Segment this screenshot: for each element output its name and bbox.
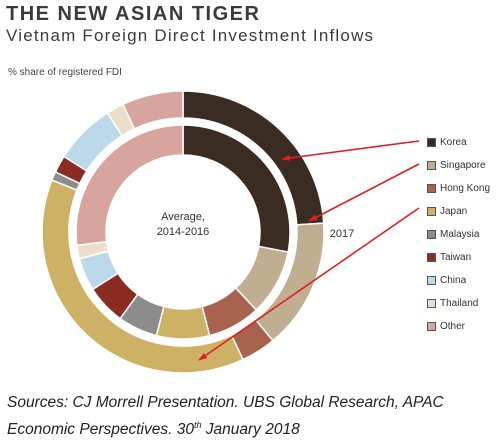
inner-slice-japan <box>155 305 211 340</box>
source-line-2-pre: Economic Perspectives. 30 <box>7 421 194 439</box>
legend-item-taiwan: Taiwan <box>427 249 471 265</box>
legend-label: Japan <box>440 205 468 217</box>
inner-slice-other <box>75 124 184 247</box>
legend-label: Thailand <box>440 297 479 309</box>
source-line-1: Sources: CJ Morrell Presentation. UBS Gl… <box>7 394 444 411</box>
legend-item-china: China <box>427 272 466 288</box>
legend-swatch <box>427 183 436 193</box>
inner-ring-label-line2: 2014-2016 <box>157 226 210 238</box>
legend-swatch <box>427 275 436 285</box>
legend-label: Malaysia <box>440 228 480 240</box>
legend-label: Korea <box>440 136 467 148</box>
inner-ring-average <box>75 124 291 340</box>
legend-item-singapore: Singapore <box>427 157 486 173</box>
legend-swatch <box>427 321 436 331</box>
chart-title: THE NEW ASIAN TIGER <box>6 3 261 25</box>
legend-swatch <box>427 160 436 170</box>
legend-item-malaysia: Malaysia <box>427 226 479 242</box>
source-line-2: Economic Perspectives. 30th January 2018 <box>7 414 497 441</box>
legend-swatch <box>427 137 436 147</box>
source-note: Sources: CJ Morrell Presentation. UBS Gl… <box>7 392 497 441</box>
legend-label: China <box>440 274 467 286</box>
outer-ring-label: 2017 <box>330 228 354 240</box>
arrow-japan <box>198 207 420 361</box>
source-line-2-sup: th <box>193 420 202 430</box>
legend-swatch <box>427 252 436 262</box>
legend-item-japan: Japan <box>427 203 467 219</box>
arrow-korea <box>281 140 420 161</box>
arrow-singapore <box>308 163 420 222</box>
legend-item-thailand: Thailand <box>427 295 478 311</box>
inner-ring-label-line1: Average, <box>161 211 205 223</box>
legend-item-hong-kong: Hong Kong <box>427 180 490 196</box>
unit-label: % share of registered FDI <box>8 67 122 78</box>
legend-label: Hong Kong <box>440 182 491 194</box>
outer-slice-japan <box>41 179 245 374</box>
legend-item-other: Other <box>427 318 465 334</box>
outer-slice-other <box>121 90 184 130</box>
chart-subtitle: Vietnam Foreign Direct Investment Inflow… <box>6 26 375 45</box>
legend-item-korea: Korea <box>427 134 467 150</box>
legend-label: Taiwan <box>440 251 472 263</box>
legend-label: Singapore <box>440 159 486 171</box>
annotation-arrows <box>198 140 420 361</box>
legend-swatch <box>427 206 436 216</box>
source-line-2-post: January 2018 <box>201 421 300 439</box>
legend-swatch <box>427 298 436 308</box>
legend-label: Other <box>440 320 466 332</box>
legend-swatch <box>427 229 436 239</box>
